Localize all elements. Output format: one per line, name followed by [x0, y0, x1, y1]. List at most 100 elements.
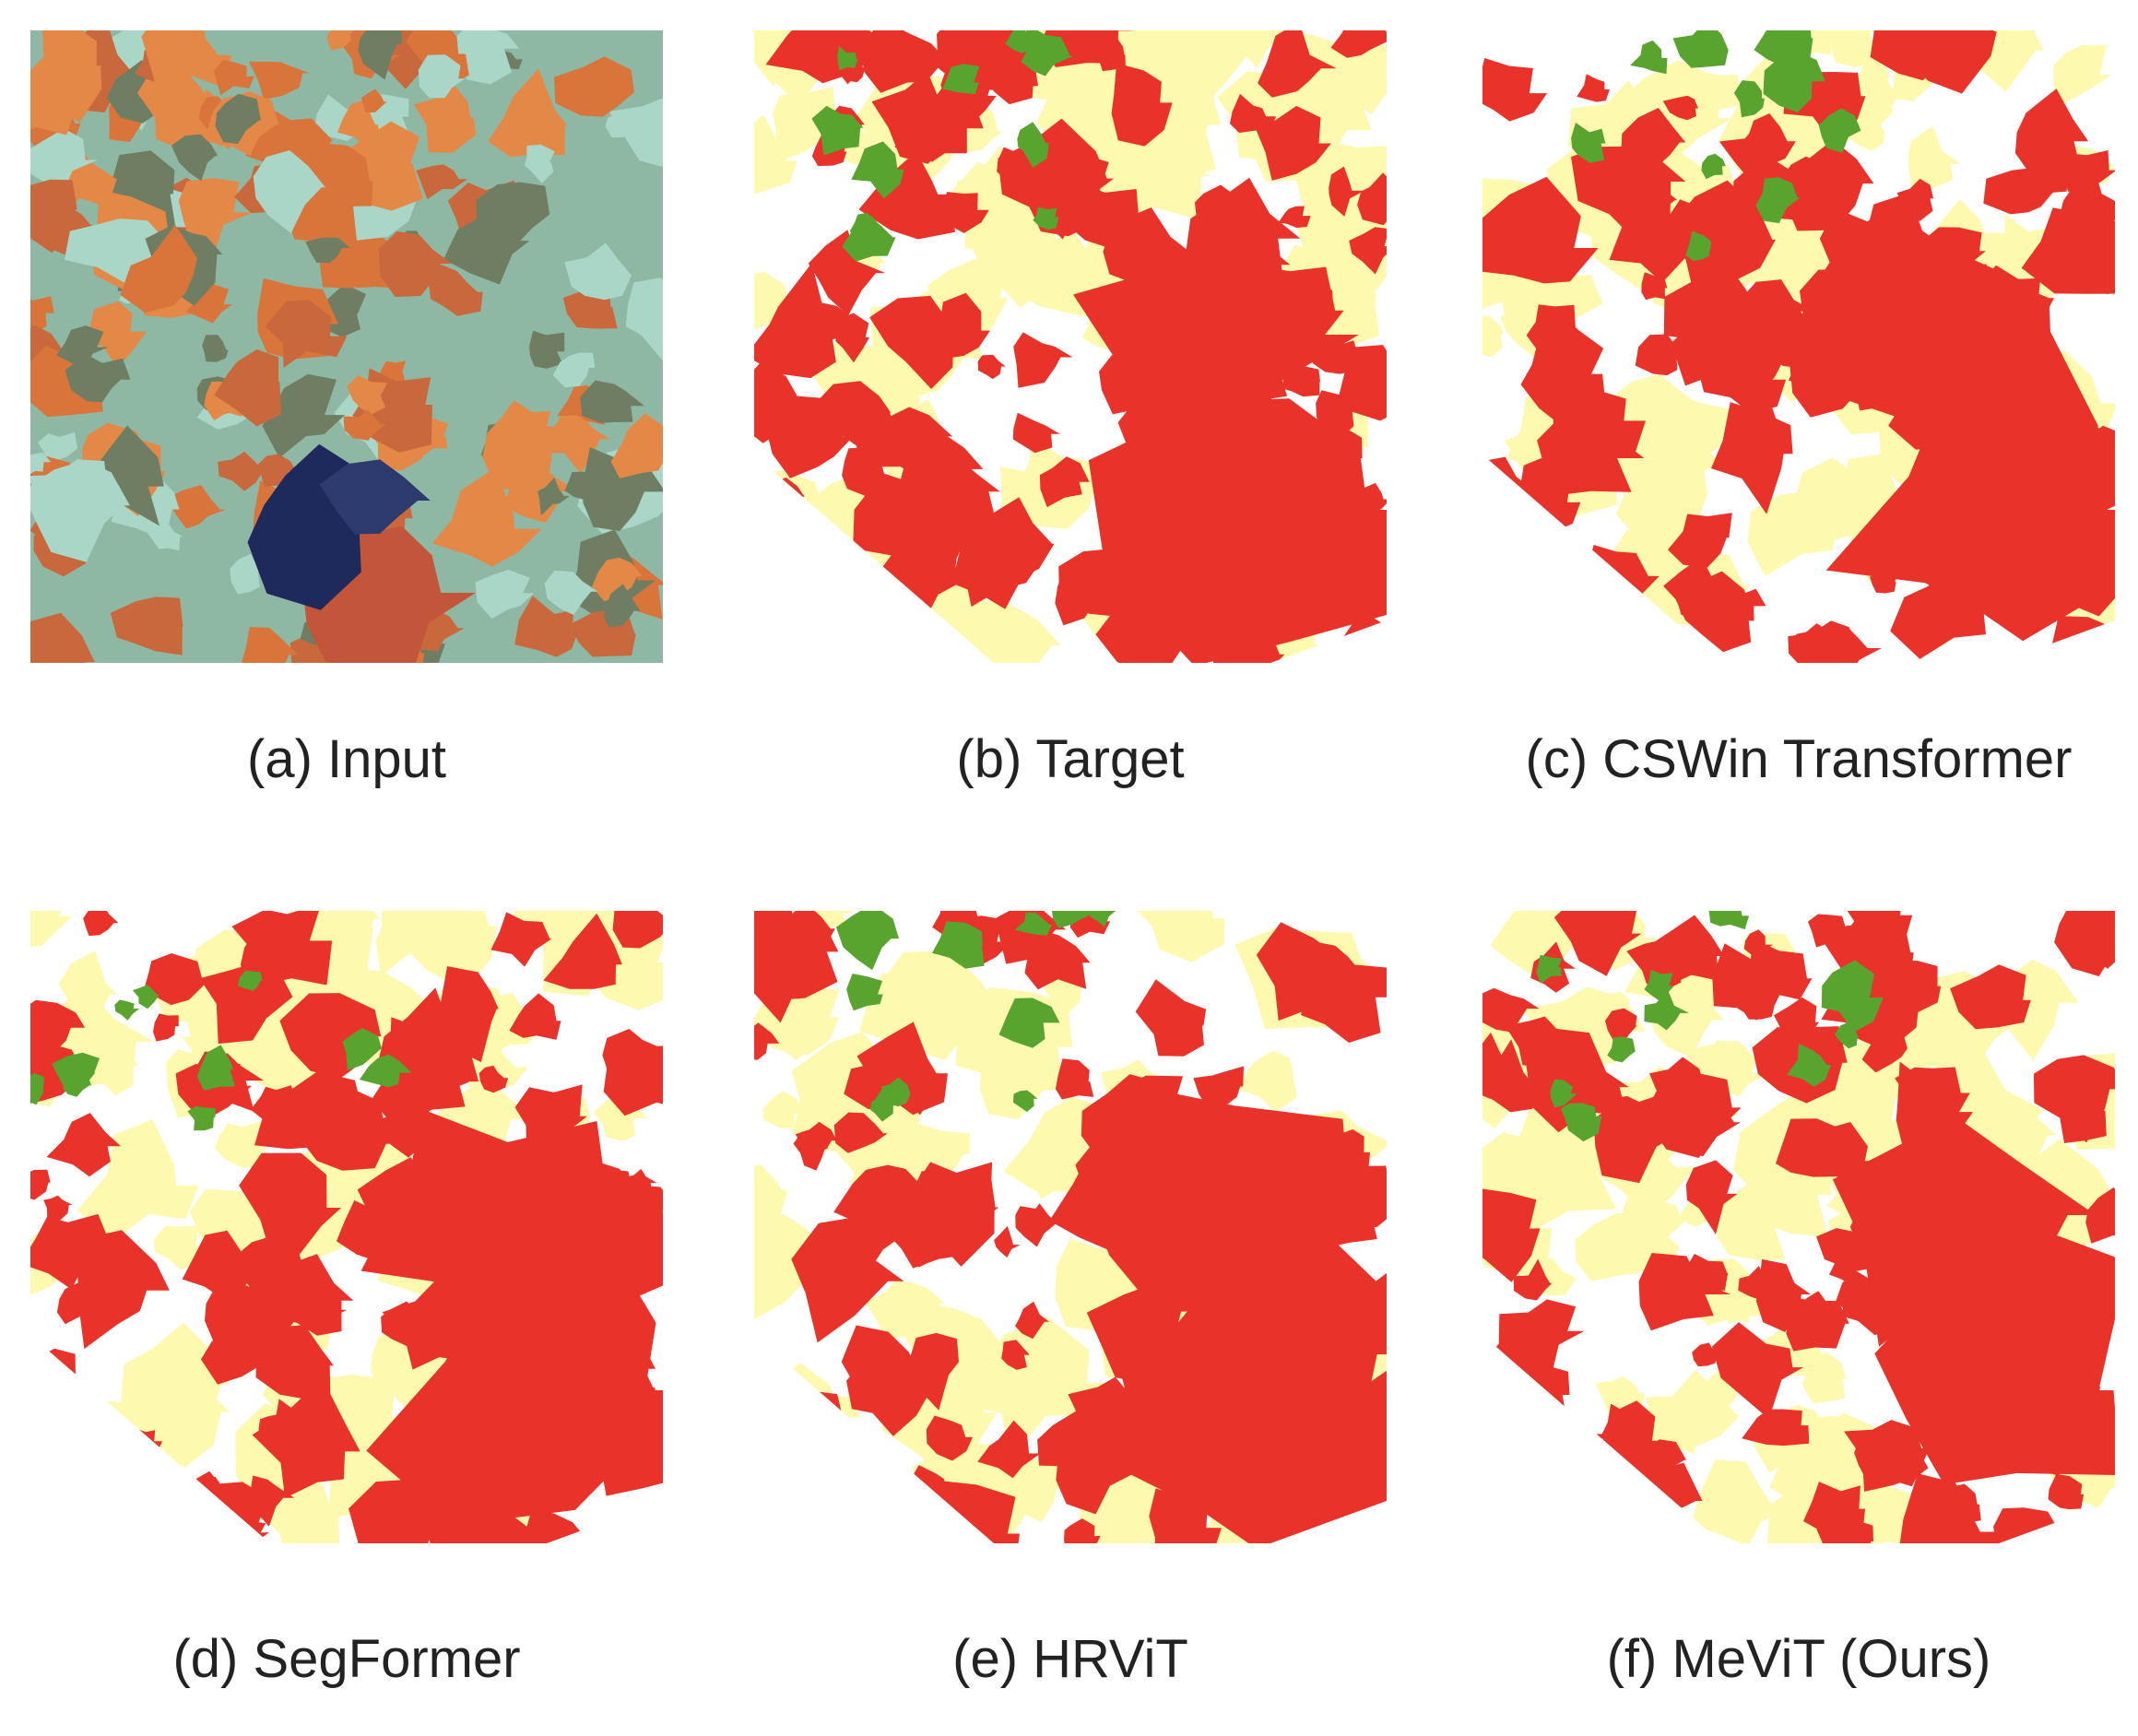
class-region	[30, 911, 73, 947]
class-region	[1135, 979, 1207, 1057]
class-region	[1789, 250, 2045, 485]
terrain	[30, 128, 98, 195]
terrain	[544, 570, 598, 616]
class-region	[904, 109, 959, 162]
terrain	[514, 596, 579, 657]
class-region	[240, 1475, 295, 1527]
terrain	[343, 409, 386, 441]
class-region	[1621, 108, 1686, 168]
terrain	[186, 284, 233, 324]
terrain	[214, 349, 282, 427]
class-region	[1615, 460, 1708, 541]
class-region	[1601, 1403, 1639, 1449]
segmentation-map	[754, 911, 1387, 1543]
class-region	[1194, 184, 1249, 236]
panel: (e) HRViT	[754, 911, 1387, 1689]
class-region	[1941, 1483, 1981, 1529]
terrain	[610, 413, 663, 478]
class-region	[250, 1085, 296, 1119]
class-region	[196, 1045, 235, 1091]
class-region	[1738, 1266, 1769, 1300]
class-region	[1550, 1079, 1577, 1108]
class-region	[359, 1054, 412, 1088]
class-region	[1787, 1044, 1832, 1087]
class-region	[2021, 207, 2115, 294]
class-region	[1526, 1028, 1629, 1133]
class-region	[543, 913, 622, 989]
caption: (e) HRViT	[952, 1629, 1188, 1689]
input-image	[30, 30, 663, 663]
class-region	[1685, 230, 1712, 262]
terrain	[242, 627, 299, 663]
class-region	[1801, 1354, 1847, 1404]
class-region	[998, 998, 1060, 1048]
class-region	[1218, 30, 1292, 68]
class-region	[1482, 315, 1505, 358]
class-region	[1733, 80, 1765, 118]
class-region	[1630, 40, 1668, 75]
class-region	[30, 999, 86, 1052]
terrain	[326, 30, 351, 51]
class-region	[1950, 964, 2031, 1030]
terrain	[625, 278, 663, 360]
caption: (a) Input	[247, 729, 446, 789]
class-region	[1635, 334, 1691, 376]
class-region	[43, 1195, 73, 1222]
class-region	[1774, 997, 1820, 1043]
class-region	[1701, 153, 1726, 180]
class-region	[612, 911, 663, 949]
class-region	[1005, 30, 1036, 53]
class-region	[856, 1022, 948, 1116]
terrain	[30, 612, 95, 663]
segmentation-map	[1482, 911, 2115, 1543]
terrain	[248, 61, 310, 100]
class-region	[754, 263, 836, 379]
terrain	[529, 330, 565, 369]
terrain	[605, 111, 634, 137]
class-region	[754, 1164, 785, 1222]
segmentation-map	[754, 30, 1387, 663]
class-region	[236, 1305, 282, 1360]
class-region	[1237, 1050, 1298, 1112]
class-region	[856, 407, 953, 473]
class-region	[1258, 30, 1337, 98]
class-region	[1256, 105, 1331, 181]
class-region	[1482, 987, 1540, 1033]
terrain	[38, 431, 77, 463]
class-region	[773, 87, 842, 162]
class-region	[1164, 30, 1252, 101]
class-region	[1329, 166, 1364, 217]
terrain	[265, 300, 348, 368]
class-region	[834, 313, 870, 363]
class-region	[1482, 1039, 1538, 1113]
class-region	[1692, 1342, 1721, 1367]
class-region	[214, 1120, 266, 1169]
class-region	[30, 1169, 51, 1200]
class-region	[1612, 179, 1678, 230]
class-region	[30, 1073, 44, 1105]
class-region	[1816, 1518, 1873, 1543]
class-region	[1073, 209, 1359, 462]
class-region	[1498, 1299, 1585, 1387]
class-region	[231, 911, 333, 986]
class-region	[833, 1112, 888, 1153]
terrain	[476, 182, 550, 243]
terrain	[580, 380, 644, 423]
class-region	[1834, 1022, 1860, 1049]
class-region	[1013, 332, 1073, 388]
class-region	[52, 1052, 100, 1094]
class-region	[811, 105, 864, 156]
class-region	[762, 1091, 803, 1128]
class-region	[1816, 1228, 1876, 1272]
class-region	[348, 1479, 442, 1543]
class-region	[2085, 1187, 2115, 1244]
class-region	[1055, 566, 1108, 626]
class-region	[1055, 1058, 1094, 1100]
terrain	[262, 373, 346, 458]
class-region	[1742, 1409, 1810, 1447]
class-region	[939, 192, 989, 233]
class-region	[932, 921, 985, 969]
class-region	[851, 141, 904, 199]
class-region	[114, 999, 140, 1021]
